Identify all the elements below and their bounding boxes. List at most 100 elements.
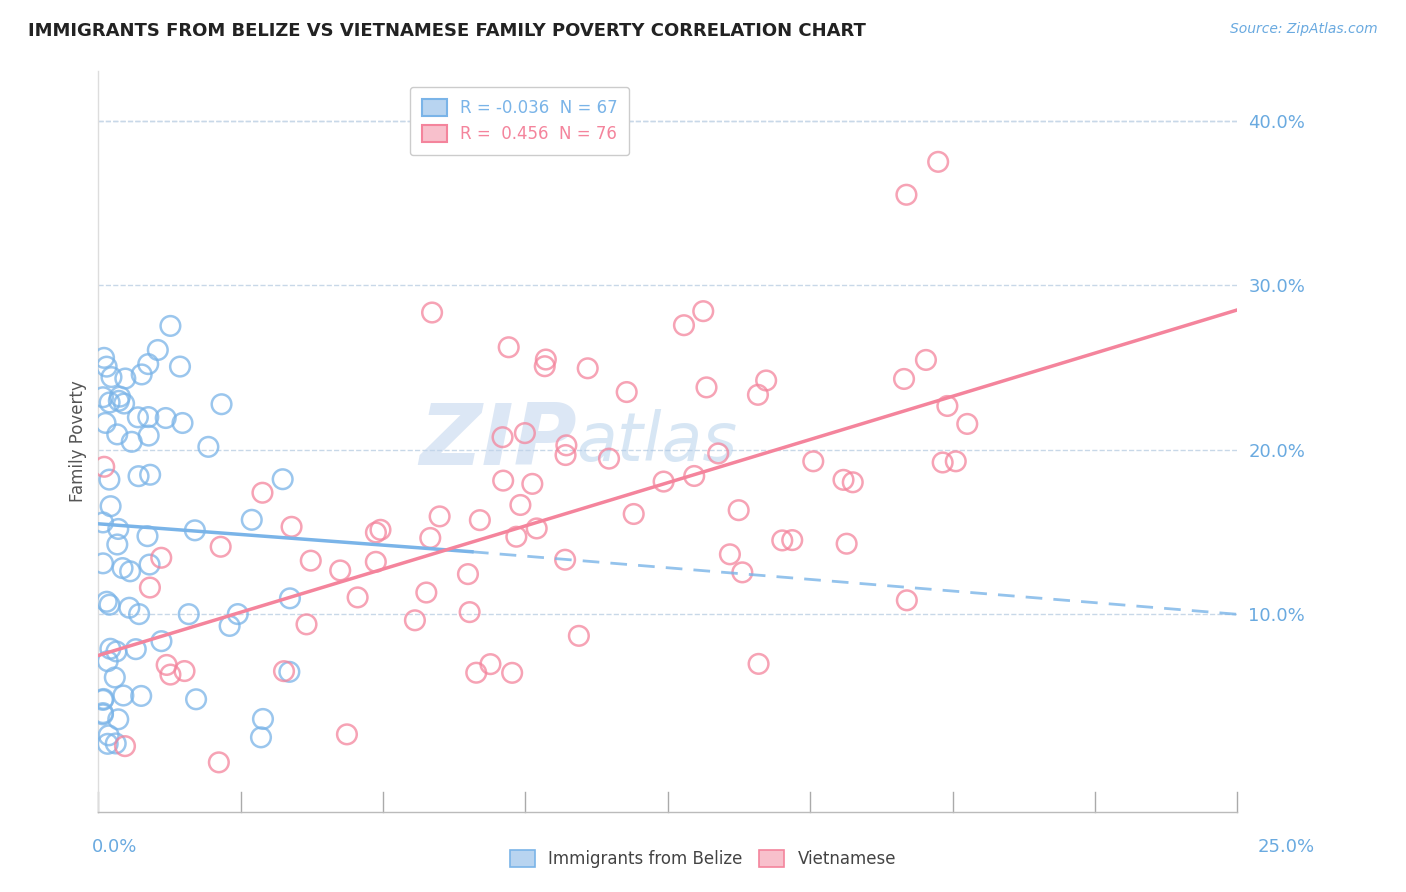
Point — [598, 451, 620, 466]
Point — [100, 370, 122, 384]
Point — [104, 670, 127, 684]
Point — [118, 600, 141, 615]
Point — [364, 525, 387, 540]
Point — [522, 476, 544, 491]
Point — [93, 351, 115, 365]
Point — [329, 564, 352, 578]
Point — [159, 667, 181, 681]
Point — [491, 430, 513, 444]
Point — [112, 396, 135, 410]
Point — [128, 607, 150, 621]
Point — [107, 712, 129, 726]
Point — [672, 318, 695, 333]
Point — [139, 467, 162, 482]
Point — [419, 531, 441, 545]
Point — [747, 388, 769, 402]
Point — [91, 516, 114, 530]
Point — [121, 434, 143, 449]
Point — [218, 619, 240, 633]
Point — [197, 440, 219, 454]
Point — [93, 692, 115, 706]
Point — [104, 736, 127, 750]
Point — [91, 706, 114, 720]
Point — [98, 641, 121, 656]
Point — [936, 399, 959, 413]
Point — [177, 607, 200, 622]
Point — [404, 613, 426, 627]
Point — [842, 475, 865, 490]
Point — [695, 380, 717, 394]
Point — [127, 410, 149, 425]
Point — [184, 692, 207, 706]
Point — [114, 371, 136, 385]
Legend: R = -0.036  N = 67, R =  0.456  N = 76: R = -0.036 N = 67, R = 0.456 N = 76 — [411, 87, 630, 155]
Point — [526, 521, 548, 535]
Point — [91, 707, 114, 722]
Point — [100, 499, 122, 513]
Point — [136, 529, 159, 543]
Point — [498, 340, 520, 354]
Point — [927, 154, 949, 169]
Point — [252, 712, 274, 726]
Point — [945, 454, 967, 468]
Point — [896, 187, 918, 202]
Point — [91, 557, 114, 571]
Point — [801, 454, 824, 468]
Point — [136, 357, 159, 371]
Text: atlas: atlas — [576, 409, 738, 475]
Text: Source: ZipAtlas.com: Source: ZipAtlas.com — [1230, 22, 1378, 37]
Point — [718, 547, 741, 561]
Point — [278, 665, 301, 679]
Point — [105, 537, 128, 551]
Point — [458, 605, 481, 619]
Point — [835, 537, 858, 551]
Point — [271, 472, 294, 486]
Point — [172, 416, 194, 430]
Text: 0.0%: 0.0% — [91, 838, 136, 855]
Point — [173, 664, 195, 678]
Point — [534, 352, 557, 367]
Point — [129, 689, 152, 703]
Point — [98, 598, 121, 612]
Point — [273, 664, 295, 678]
Point — [111, 561, 134, 575]
Point — [120, 564, 142, 578]
Point — [568, 629, 591, 643]
Point — [501, 665, 523, 680]
Point — [280, 520, 302, 534]
Point — [770, 533, 793, 548]
Point — [299, 554, 322, 568]
Point — [211, 397, 233, 411]
Point — [479, 657, 502, 672]
Point — [112, 689, 135, 703]
Point — [415, 585, 437, 599]
Point — [896, 593, 918, 607]
Point — [131, 368, 153, 382]
Point — [226, 607, 249, 621]
Point — [616, 385, 638, 400]
Point — [915, 353, 938, 368]
Point — [150, 634, 173, 648]
Point — [156, 657, 179, 672]
Point — [295, 617, 318, 632]
Point — [492, 474, 515, 488]
Point — [780, 533, 803, 547]
Point — [97, 728, 120, 742]
Text: 25.0%: 25.0% — [1257, 838, 1315, 855]
Text: ZIP: ZIP — [419, 400, 576, 483]
Point — [208, 756, 231, 770]
Point — [731, 566, 754, 580]
Point — [155, 411, 177, 425]
Point — [278, 591, 301, 606]
Point — [252, 485, 274, 500]
Point — [555, 438, 578, 452]
Point — [97, 737, 120, 751]
Point — [114, 739, 136, 753]
Point — [125, 642, 148, 657]
Point — [93, 459, 115, 474]
Point — [97, 654, 120, 668]
Point — [683, 469, 706, 483]
Point — [105, 427, 128, 442]
Point — [748, 657, 770, 671]
Point — [468, 513, 491, 527]
